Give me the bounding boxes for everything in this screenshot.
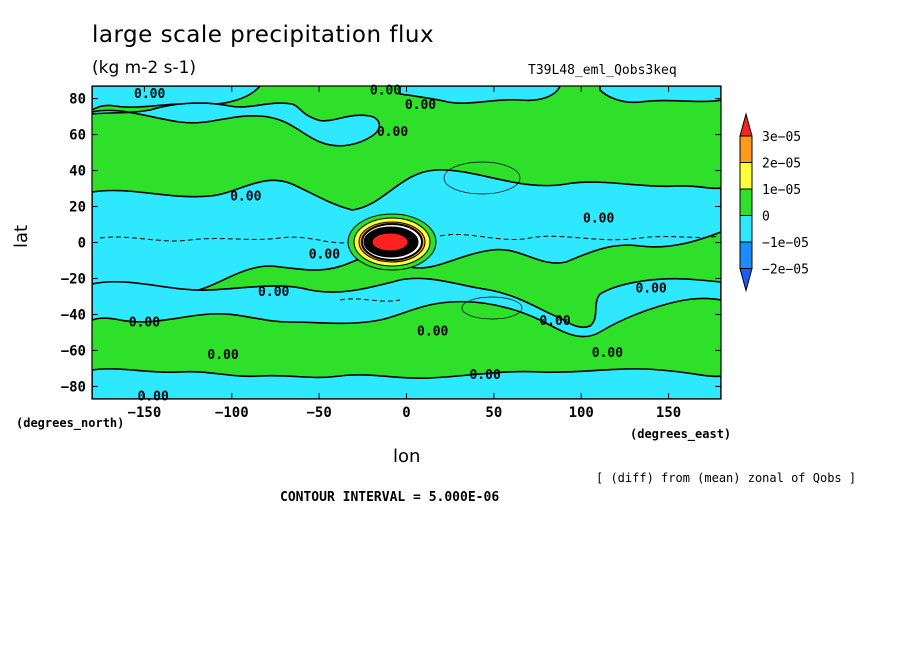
region-neg-south-polar xyxy=(92,368,721,399)
contour-label: 0.00 xyxy=(377,125,408,140)
y-tick-label: −80 xyxy=(61,379,86,395)
y-tick-label: 80 xyxy=(69,92,86,108)
diff-note: [ (diff) from (mean) zonal of Qobs ] xyxy=(596,471,857,485)
region-neg-north-blob-2 xyxy=(399,86,561,104)
legend-label: −1e−05 xyxy=(762,236,809,251)
y-tick-label: −60 xyxy=(61,343,86,359)
legend-swatch xyxy=(739,215,753,243)
legend-swatch xyxy=(739,135,753,163)
contour-label: 0.00 xyxy=(635,281,666,296)
region-neg-north-blob xyxy=(92,86,262,111)
y-axis-units: (degrees_north) xyxy=(16,416,125,430)
contour-interval: CONTOUR INTERVAL = 5.000E-06 xyxy=(280,490,500,505)
legend-label: 0 xyxy=(762,210,770,225)
contour-label: 0.00 xyxy=(370,84,401,99)
region-neg-midlat-north xyxy=(92,102,381,147)
legend-label: 3e−05 xyxy=(762,130,801,145)
contour-label: 0.00 xyxy=(309,247,340,262)
contour-label: 0.00 xyxy=(592,346,623,361)
contour-label: 0.00 xyxy=(417,325,448,340)
chart-title: large scale precipitation flux xyxy=(92,22,435,48)
x-tick-label: 50 xyxy=(485,405,502,421)
contour-label: 0.00 xyxy=(129,316,160,331)
legend-label: −2e−05 xyxy=(762,263,809,278)
x-tick-label: 100 xyxy=(569,405,594,421)
contour-north-pacific xyxy=(443,161,521,195)
y-tick-label: −20 xyxy=(61,271,86,287)
legend-label: 2e−05 xyxy=(762,157,801,172)
x-axis-units: (degrees_east) xyxy=(630,427,732,441)
contour-equatorial-dashed xyxy=(99,236,351,244)
run-label: T39L48_eml_Qobs3keq xyxy=(528,63,677,78)
y-tick-label: 60 xyxy=(69,128,86,144)
x-tick-label: −150 xyxy=(128,405,162,421)
y-tick-label: 40 xyxy=(69,164,86,180)
x-tick-label: 0 xyxy=(402,405,410,421)
contour-label: 0.00 xyxy=(469,368,500,383)
legend-swatch xyxy=(739,188,753,216)
x-tick-label: −100 xyxy=(215,405,249,421)
x-axis-label: lon xyxy=(393,446,421,467)
chart-units: (kg m-2 s-1) xyxy=(92,58,197,78)
contour-label: 0.00 xyxy=(134,87,165,102)
y-tick-label: 20 xyxy=(69,200,86,216)
contour-label: 0.00 xyxy=(405,98,436,113)
legend-swatch xyxy=(739,162,753,190)
color-legend: 3e−05 2e−05 1e−05 0 −1e−05 −2e−05 xyxy=(739,112,809,293)
contour-field xyxy=(92,86,721,399)
legend-swatch xyxy=(739,241,753,269)
contour-label: 0.00 xyxy=(207,348,238,363)
legend-swatch xyxy=(739,112,753,137)
y-tick-label: 0 xyxy=(78,236,86,252)
contour-equatorial-dashed-east xyxy=(439,233,719,241)
region-neg-north-blob-3 xyxy=(599,86,721,104)
contour-label: 0.00 xyxy=(539,314,570,329)
contour-label: 0.00 xyxy=(137,389,168,404)
region-neg-south-band xyxy=(92,277,721,338)
contour-label: 0.00 xyxy=(230,190,261,205)
x-axis: −150 −100 −50 0 50 100 150 xyxy=(128,86,681,421)
contour-south-pacific xyxy=(461,296,523,320)
x-tick-label: 150 xyxy=(656,405,681,421)
legend-label: 1e−05 xyxy=(762,183,801,198)
legend-swatch xyxy=(739,268,753,293)
x-tick-label: −50 xyxy=(306,405,331,421)
contour-labels: 0.00 0.00 0.00 0.00 0.00 0.00 0.00 0.00 0.00 0.00… xyxy=(129,84,667,405)
contour-label: 0.00 xyxy=(583,211,614,226)
y-axis: −80 −60 −40 −20 0 20 40 60 80 xyxy=(61,92,721,395)
precip-maximum xyxy=(347,213,437,271)
contour-label: 0.00 xyxy=(258,285,289,300)
y-tick-label: −40 xyxy=(61,307,86,323)
